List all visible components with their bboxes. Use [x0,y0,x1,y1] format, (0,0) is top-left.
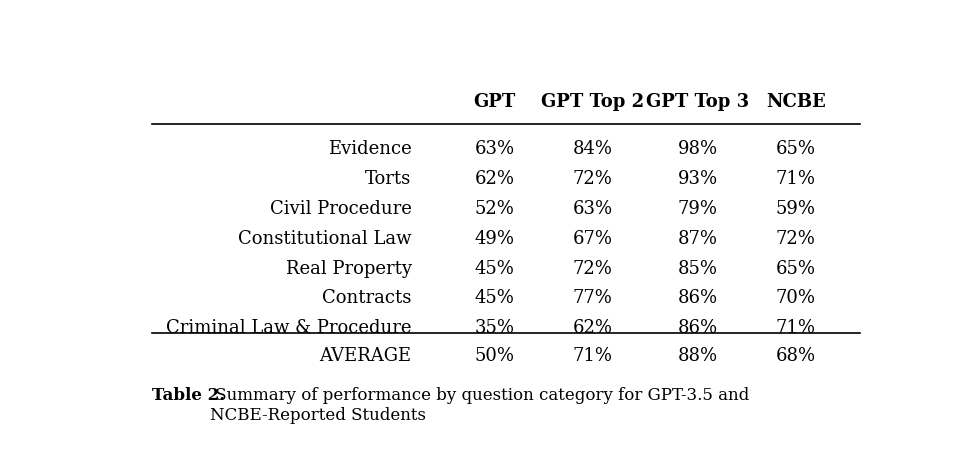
Text: 84%: 84% [573,140,612,158]
Text: 59%: 59% [776,200,816,218]
Text: Torts: Torts [365,170,411,188]
Text: Constitutional Law: Constitutional Law [238,230,411,248]
Text: 71%: 71% [776,170,816,188]
Text: 65%: 65% [776,260,816,278]
Text: 49%: 49% [474,230,514,248]
Text: 45%: 45% [474,289,514,307]
Text: 71%: 71% [573,347,612,365]
Text: 72%: 72% [776,230,816,248]
Text: 85%: 85% [677,260,717,278]
Text: Table 2.: Table 2. [152,388,225,405]
Text: 86%: 86% [677,289,718,307]
Text: 68%: 68% [776,347,816,365]
Text: 93%: 93% [677,170,718,188]
Text: Civil Procedure: Civil Procedure [269,200,411,218]
Text: Summary of performance by question category for GPT-3.5 and
NCBE-Reported Studen: Summary of performance by question categ… [210,388,748,424]
Text: 63%: 63% [474,140,514,158]
Text: Contracts: Contracts [322,289,411,307]
Text: Criminal Law & Procedure: Criminal Law & Procedure [166,319,411,337]
Text: 65%: 65% [776,140,816,158]
Text: 87%: 87% [677,230,717,248]
Text: 45%: 45% [474,260,514,278]
Text: 98%: 98% [677,140,718,158]
Text: NCBE: NCBE [766,93,825,111]
Text: 86%: 86% [677,319,718,337]
Text: 52%: 52% [474,200,514,218]
Text: 63%: 63% [573,200,612,218]
Text: 77%: 77% [573,289,612,307]
Text: 62%: 62% [474,170,514,188]
Text: 72%: 72% [573,170,612,188]
Text: 79%: 79% [677,200,717,218]
Text: 71%: 71% [776,319,816,337]
Text: 70%: 70% [776,289,816,307]
Text: 88%: 88% [677,347,718,365]
Text: GPT Top 3: GPT Top 3 [646,93,749,111]
Text: Evidence: Evidence [328,140,411,158]
Text: GPT Top 2: GPT Top 2 [540,93,643,111]
Text: GPT: GPT [473,93,515,111]
Text: Real Property: Real Property [286,260,411,278]
Text: 62%: 62% [573,319,612,337]
Text: 67%: 67% [573,230,612,248]
Text: 72%: 72% [573,260,612,278]
Text: 35%: 35% [474,319,514,337]
Text: AVERAGE: AVERAGE [320,347,411,365]
Text: 50%: 50% [474,347,514,365]
